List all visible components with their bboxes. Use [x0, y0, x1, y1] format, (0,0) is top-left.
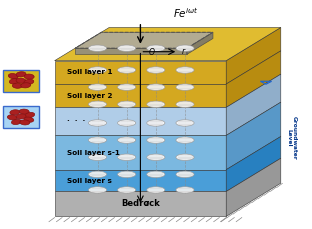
Ellipse shape — [176, 187, 194, 193]
Ellipse shape — [147, 187, 165, 193]
Text: r: r — [181, 47, 184, 56]
Ellipse shape — [147, 84, 165, 90]
Polygon shape — [55, 61, 226, 84]
Ellipse shape — [176, 137, 194, 143]
Ellipse shape — [147, 67, 165, 73]
Text: O: O — [148, 48, 154, 57]
Ellipse shape — [118, 137, 136, 143]
Polygon shape — [55, 191, 226, 216]
Ellipse shape — [118, 171, 136, 177]
Polygon shape — [187, 32, 213, 55]
Polygon shape — [55, 84, 226, 107]
Text: z: z — [144, 199, 148, 208]
Ellipse shape — [89, 67, 106, 73]
Ellipse shape — [176, 45, 194, 52]
Ellipse shape — [16, 72, 26, 77]
Text: ·  ·  ·: · · · — [67, 118, 85, 124]
Text: Soil layer 2: Soil layer 2 — [67, 93, 113, 99]
Polygon shape — [226, 27, 281, 84]
Polygon shape — [226, 158, 281, 216]
Polygon shape — [55, 107, 226, 135]
FancyBboxPatch shape — [3, 106, 39, 128]
Ellipse shape — [147, 45, 165, 52]
Ellipse shape — [147, 137, 165, 143]
Polygon shape — [75, 32, 213, 48]
Ellipse shape — [21, 83, 31, 88]
Ellipse shape — [147, 120, 165, 126]
Polygon shape — [226, 51, 281, 107]
Ellipse shape — [118, 101, 136, 107]
Ellipse shape — [118, 154, 136, 161]
Ellipse shape — [176, 120, 194, 126]
Polygon shape — [75, 48, 187, 55]
Ellipse shape — [147, 154, 165, 161]
Ellipse shape — [9, 79, 19, 84]
Polygon shape — [55, 27, 281, 61]
Ellipse shape — [7, 115, 17, 120]
Ellipse shape — [19, 109, 29, 114]
Polygon shape — [226, 74, 281, 135]
FancyBboxPatch shape — [3, 70, 39, 92]
Ellipse shape — [12, 83, 22, 88]
Text: $Fe^{i\omega t}$: $Fe^{i\omega t}$ — [173, 6, 199, 19]
Text: Soil layer 1: Soil layer 1 — [67, 69, 113, 75]
Ellipse shape — [89, 137, 106, 143]
Ellipse shape — [89, 120, 106, 126]
Ellipse shape — [176, 84, 194, 90]
Ellipse shape — [89, 187, 106, 193]
Ellipse shape — [89, 171, 106, 177]
Ellipse shape — [16, 78, 26, 83]
Ellipse shape — [20, 120, 30, 125]
Ellipse shape — [118, 187, 136, 193]
Ellipse shape — [89, 101, 106, 107]
Polygon shape — [226, 136, 281, 191]
Ellipse shape — [10, 110, 20, 115]
Ellipse shape — [8, 74, 18, 79]
Ellipse shape — [118, 45, 136, 52]
Ellipse shape — [176, 154, 194, 161]
Text: Bedrock: Bedrock — [121, 199, 160, 208]
Polygon shape — [55, 135, 226, 170]
Ellipse shape — [176, 67, 194, 73]
Polygon shape — [226, 102, 281, 170]
Ellipse shape — [16, 114, 26, 119]
Ellipse shape — [24, 74, 34, 79]
Ellipse shape — [89, 154, 106, 161]
Ellipse shape — [118, 84, 136, 90]
Ellipse shape — [147, 101, 165, 107]
Ellipse shape — [89, 45, 106, 52]
Ellipse shape — [24, 117, 34, 122]
Text: Soil layer s-1: Soil layer s-1 — [67, 150, 120, 155]
Ellipse shape — [176, 101, 194, 107]
Text: Soil layer s: Soil layer s — [67, 177, 112, 184]
Ellipse shape — [89, 84, 106, 90]
Ellipse shape — [24, 79, 34, 85]
Ellipse shape — [147, 171, 165, 177]
Ellipse shape — [118, 120, 136, 126]
Ellipse shape — [12, 119, 21, 125]
Ellipse shape — [25, 112, 35, 118]
Polygon shape — [55, 170, 226, 191]
Ellipse shape — [176, 171, 194, 177]
Text: Groundwater
Level: Groundwater Level — [286, 116, 297, 160]
Ellipse shape — [118, 67, 136, 73]
